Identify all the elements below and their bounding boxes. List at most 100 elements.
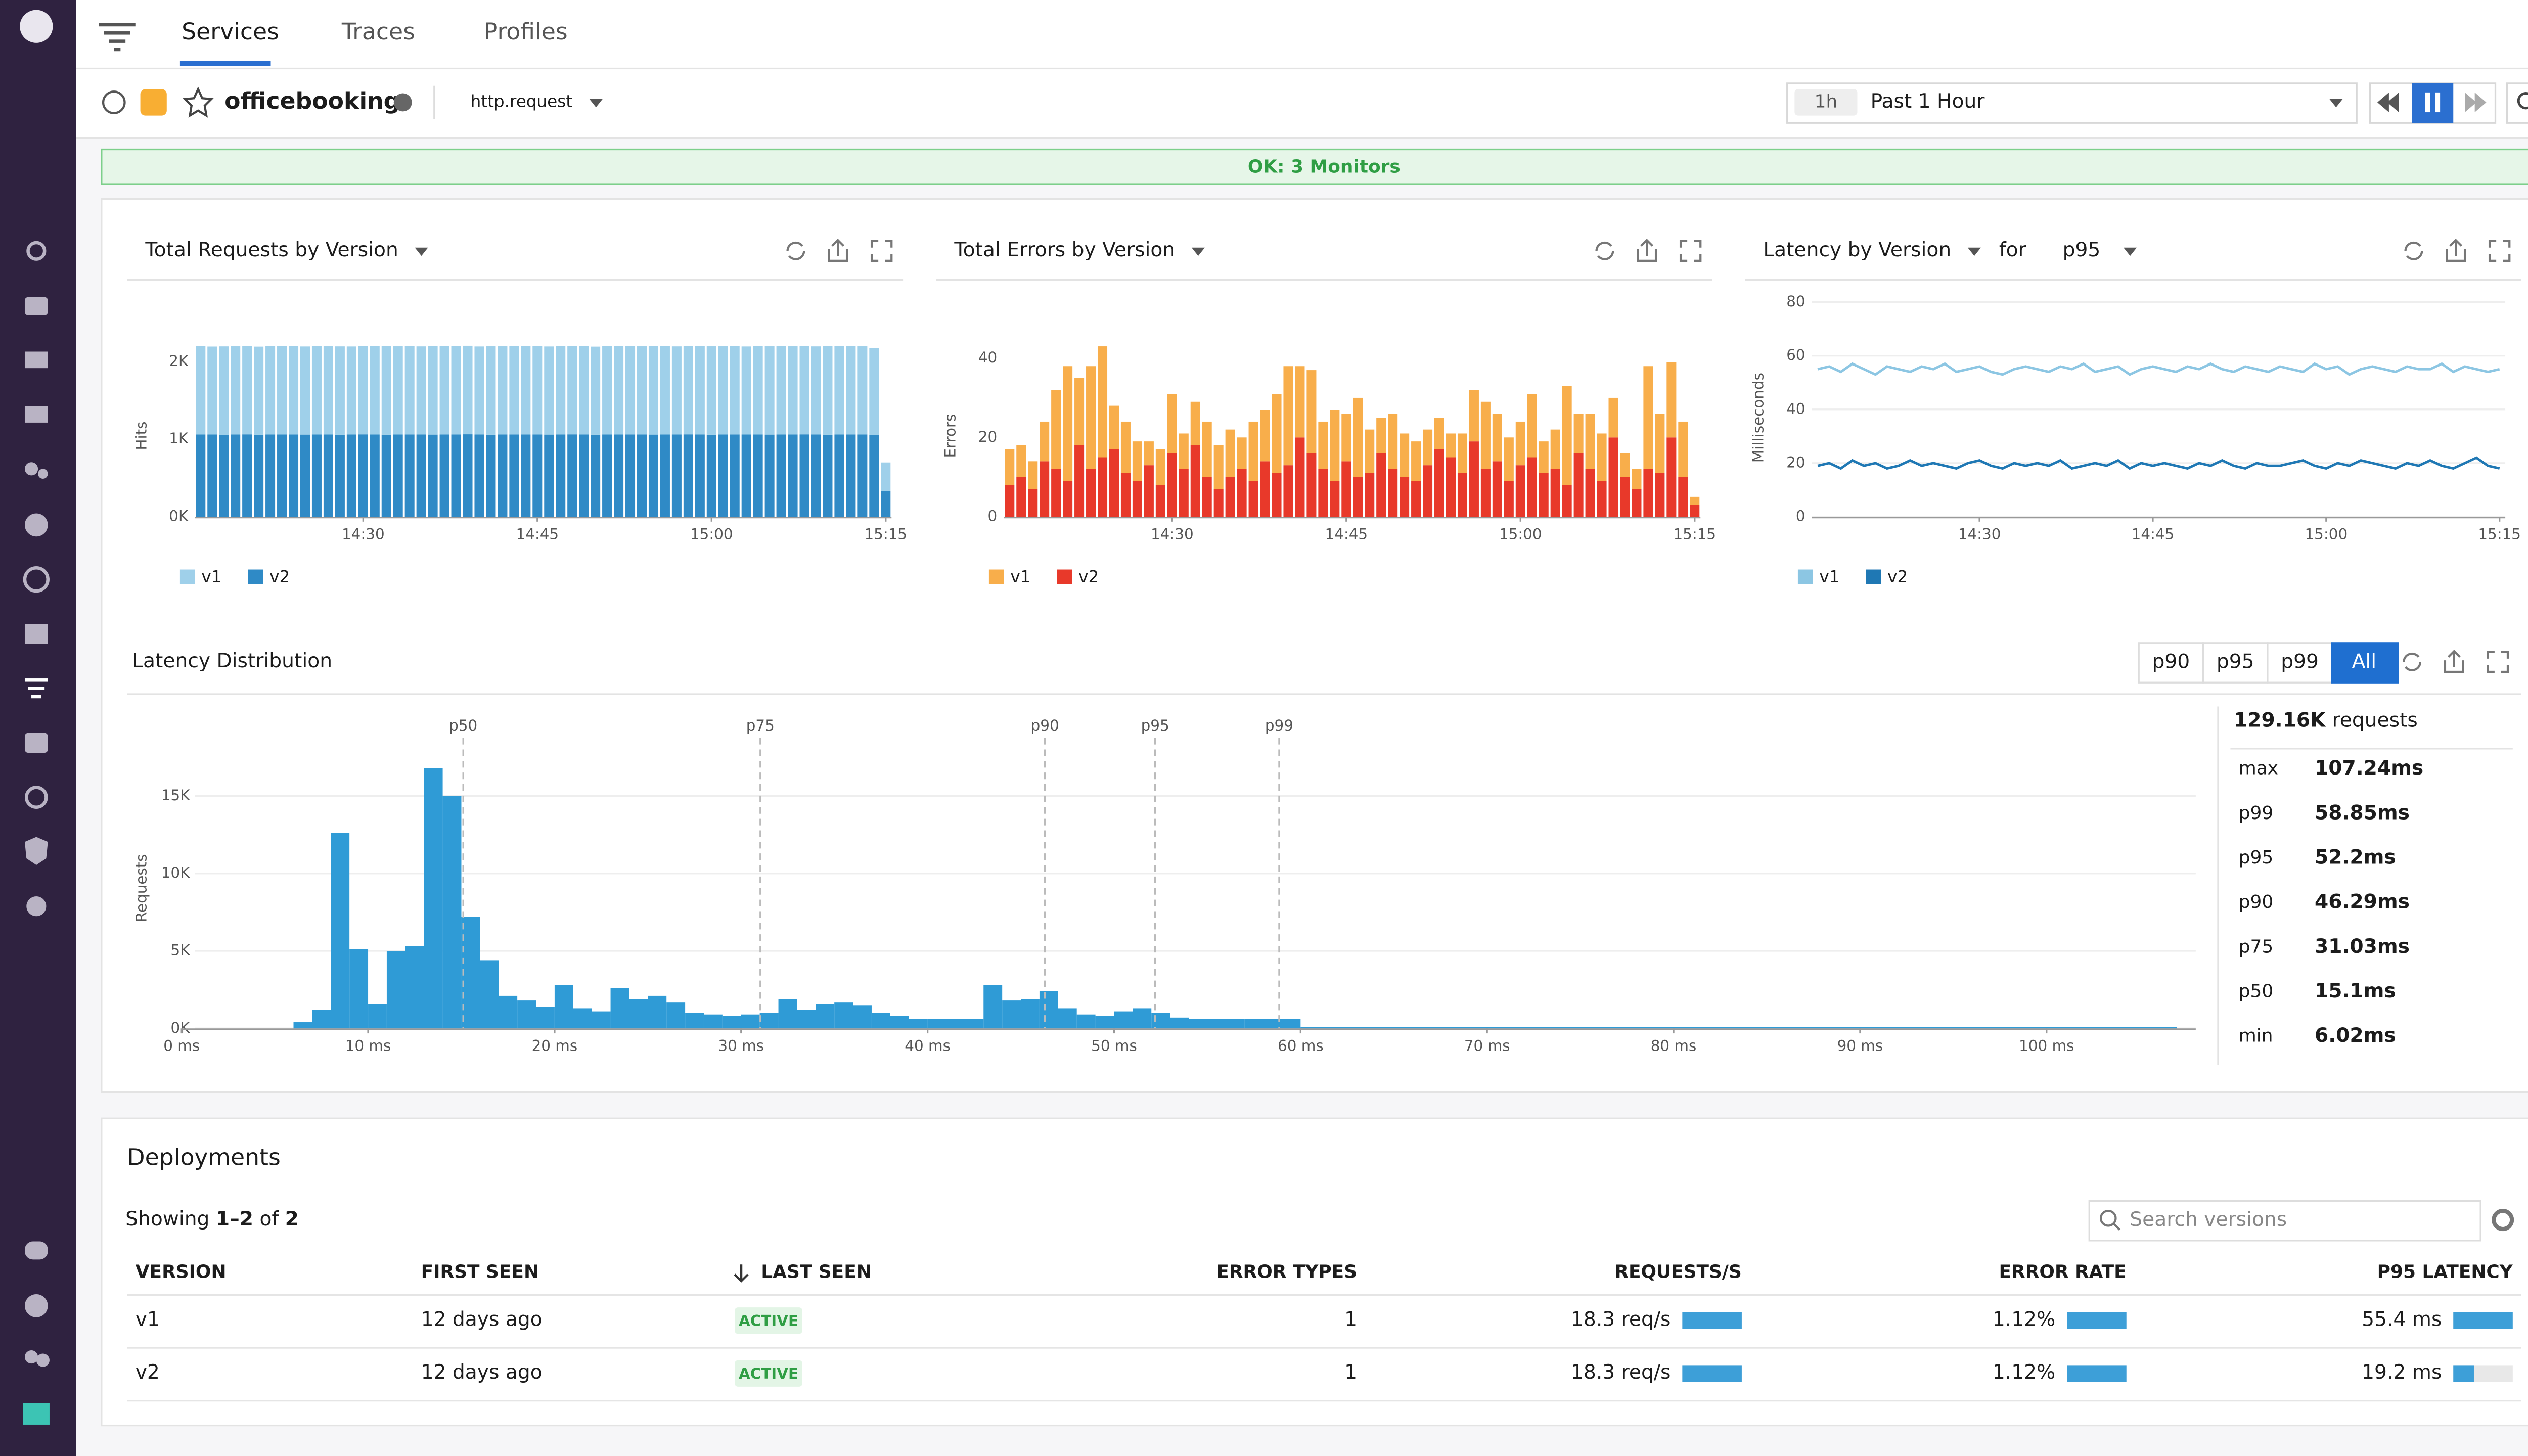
y-tick-label: 0 [988,508,998,525]
bar [1074,378,1084,445]
tab[interactable]: Services [182,18,279,45]
tab[interactable]: Profiles [484,18,568,45]
x-tick-label: 30 ms [718,1037,764,1055]
bar [1306,370,1316,453]
bar [672,346,682,434]
legend-label[interactable]: v2 [1078,567,1099,586]
column-header[interactable]: FIRST SEEN [421,1262,539,1283]
histogram-bar [1151,1013,1170,1029]
bar [358,434,368,517]
widget-title[interactable]: Total Errors by Version [954,239,1175,261]
bar [1551,469,1560,517]
operation-select[interactable]: http.request [471,92,573,111]
bar [1586,414,1595,469]
widget-title[interactable]: Latency by Version [1763,239,1951,261]
bar [1260,461,1270,517]
legend-swatch [248,570,263,584]
bar [1400,477,1409,517]
bar [1272,394,1281,473]
bar [1144,465,1154,517]
percentile-select[interactable]: p95 [2063,239,2101,261]
histogram-bar [555,985,573,1028]
bar [579,435,589,517]
legend-label[interactable]: v2 [1887,567,1908,586]
stat-value: 6.02ms [2315,1024,2396,1047]
cell: v2 [136,1361,160,1384]
showing-prefix: Showing [125,1208,209,1231]
histogram-bar [853,1005,872,1028]
bar [498,435,507,517]
bar [1330,481,1339,517]
bar [1574,414,1584,453]
bar [428,435,438,517]
histogram-bar [704,1015,723,1029]
histogram-bar [816,1004,834,1028]
monitor-status[interactable]: OK: 3 Monitors [1248,156,1401,177]
bar [614,346,623,435]
bar [347,346,356,434]
bar [1411,481,1421,517]
histogram-bar [760,1013,779,1029]
legend-swatch [180,570,195,584]
bar [1016,445,1026,477]
legend-label[interactable]: v1 [1010,567,1030,586]
cell-bar [1682,1365,1742,1382]
tab[interactable]: Traces [341,18,415,45]
column-header[interactable]: P95 LATENCY [2377,1262,2513,1283]
percentile-button-label: p95 [2217,651,2254,673]
bar [1283,465,1293,517]
bar [753,435,763,517]
bar [219,346,229,435]
widget-title[interactable]: Total Requests by Version [145,239,398,261]
bar [823,435,832,517]
bar [591,435,600,517]
histogram-bar [443,796,462,1028]
bar [742,346,751,434]
histogram-bar [312,1010,331,1028]
column-header[interactable]: LAST SEEN [761,1262,872,1283]
bar [591,347,600,435]
bar [242,346,252,434]
bar [869,348,879,435]
bar [370,435,380,517]
percentile-marker-label: p90 [1031,717,1059,734]
bar [602,346,612,435]
bar [1028,489,1037,517]
bar [521,435,530,517]
histogram-bar [517,1000,536,1028]
bar [382,435,391,517]
bar [695,435,705,517]
histogram-bar [779,999,797,1028]
bar [474,346,484,434]
legend-label[interactable]: v1 [1819,567,1839,586]
y-tick-label: 80 [1786,293,1805,310]
bar [393,346,403,434]
legend-label[interactable]: v2 [269,567,290,586]
bar [1086,366,1096,469]
x-tick-label: 100 ms [2019,1037,2074,1055]
bar [1516,422,1525,465]
bar [1666,362,1676,437]
column-header[interactable]: ERROR RATE [1999,1262,2127,1283]
bar [521,346,530,435]
bar [1620,477,1630,517]
x-tick-label: 20 ms [532,1037,578,1055]
column-header[interactable]: ERROR TYPES [1216,1262,1357,1283]
bar [1388,414,1397,469]
column-header[interactable]: REQUESTS/S [1614,1262,1742,1283]
bar [1388,469,1397,517]
total: 129.16K [2234,709,2326,732]
legend-label[interactable]: v1 [201,567,221,586]
bar [207,435,217,517]
bar [1690,497,1699,505]
bar [1678,477,1688,517]
bar [1655,414,1664,473]
cell-bar [2453,1365,2474,1382]
bar [417,346,426,434]
column-header[interactable]: VERSION [136,1262,227,1283]
bar [567,346,577,434]
bar [1539,473,1549,517]
bar [265,435,275,517]
bar [799,346,809,434]
x-tick-label: 0 ms [163,1037,200,1055]
